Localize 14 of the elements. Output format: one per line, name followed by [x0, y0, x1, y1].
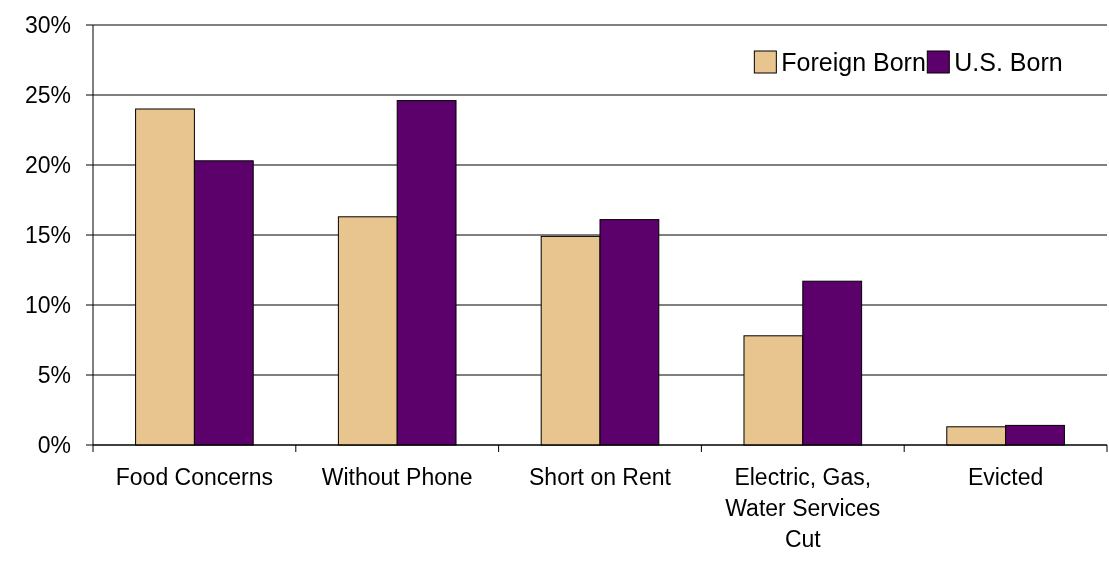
- y-tick-label: 5%: [37, 362, 71, 389]
- x-tick-label: Without Phone: [321, 464, 473, 490]
- x-tick-label: Electric, Gas, Water Services Cut: [725, 464, 881, 552]
- x-tick-label: Evicted: [967, 464, 1044, 490]
- x-tick-label: Short on Rent: [529, 464, 672, 490]
- legend-label: U.S. Born: [954, 47, 1063, 76]
- y-tick-label: 10%: [24, 292, 71, 319]
- legend-label: Foreign Born: [781, 47, 926, 76]
- y-tick-label: 0%: [37, 432, 71, 459]
- y-tick-label: 15%: [24, 222, 71, 249]
- x-tick-label: Food Concerns: [115, 464, 274, 490]
- y-tick-label: 25%: [24, 82, 71, 109]
- y-tick-label: 20%: [24, 152, 71, 179]
- y-tick-label: 30%: [24, 12, 71, 39]
